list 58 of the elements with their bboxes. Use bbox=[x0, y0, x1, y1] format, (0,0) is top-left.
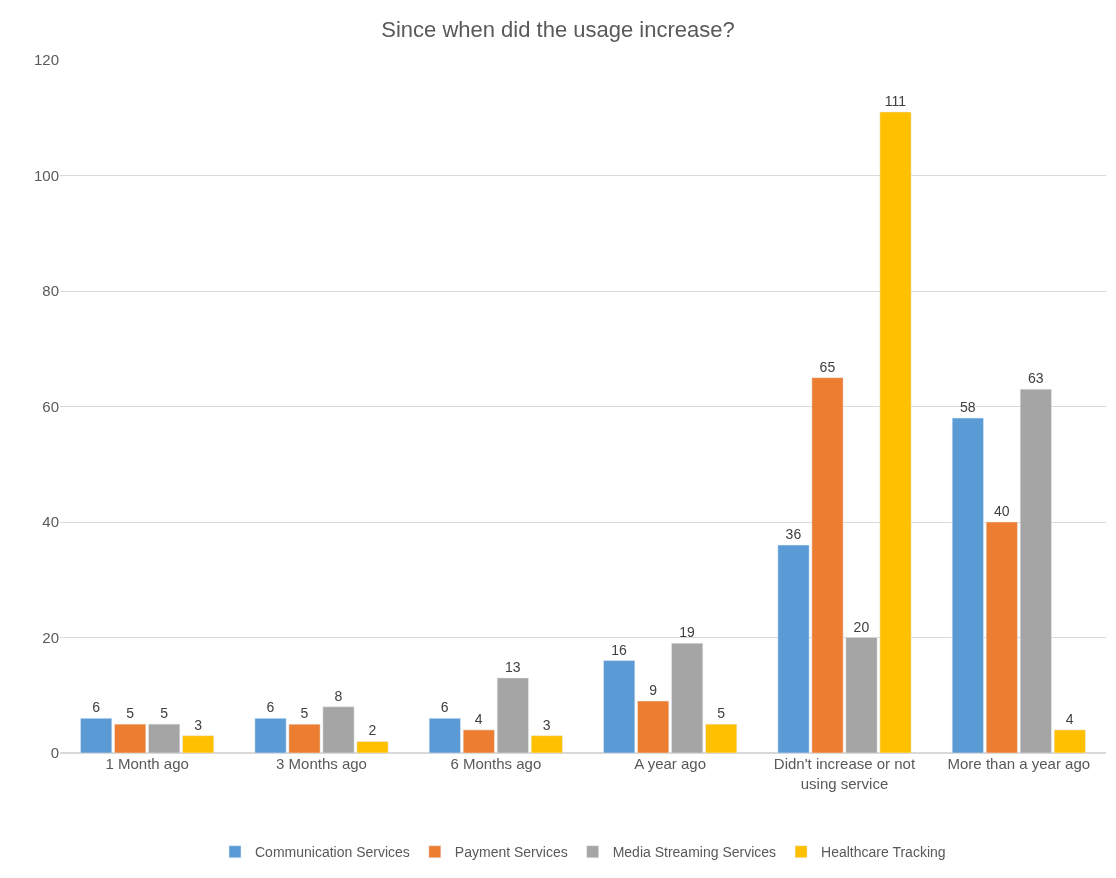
bar bbox=[114, 723, 147, 753]
bar bbox=[80, 718, 113, 753]
legend-label: Media Streaming Services bbox=[612, 844, 777, 861]
y-tick-label: 0 bbox=[50, 744, 59, 762]
bar bbox=[671, 643, 704, 753]
data-label: 111 bbox=[884, 92, 907, 109]
data-label: 5 bbox=[160, 705, 169, 722]
bar bbox=[462, 729, 495, 753]
data-label: 36 bbox=[785, 526, 802, 543]
data-label: 2 bbox=[368, 722, 377, 739]
data-label: 13 bbox=[504, 658, 521, 675]
x-tick-label: Didn't increase or not using service bbox=[773, 755, 916, 792]
legend-label: Healthcare Tracking bbox=[821, 844, 946, 861]
data-label: 6 bbox=[440, 699, 449, 716]
data-label: 20 bbox=[853, 618, 870, 635]
bar bbox=[1019, 388, 1052, 753]
y-tick-label: 100 bbox=[33, 166, 59, 184]
bar bbox=[496, 677, 529, 753]
bar bbox=[530, 735, 563, 753]
bar bbox=[148, 723, 181, 753]
legend-label: Communication Services bbox=[255, 844, 410, 861]
data-label: 3 bbox=[194, 716, 203, 733]
data-label: 58 bbox=[959, 399, 976, 416]
x-tick-label: 6 Months ago bbox=[450, 755, 542, 772]
data-label: 19 bbox=[679, 624, 696, 641]
data-label: 3 bbox=[542, 716, 551, 733]
data-label: 6 bbox=[266, 699, 275, 716]
data-label: 5 bbox=[300, 705, 309, 722]
data-label: 9 bbox=[649, 682, 658, 699]
data-label: 4 bbox=[1065, 710, 1074, 727]
y-tick-label: 120 bbox=[33, 51, 59, 69]
bar bbox=[182, 735, 215, 753]
y-tick-label: 20 bbox=[42, 628, 59, 646]
x-tick-label: 1 Month ago bbox=[105, 755, 189, 772]
data-label: 5 bbox=[126, 705, 135, 722]
bar bbox=[428, 718, 461, 753]
x-tick-label: A year ago bbox=[634, 755, 707, 772]
bar bbox=[705, 723, 738, 753]
data-label: 65 bbox=[819, 358, 836, 375]
y-tick-label: 40 bbox=[42, 513, 59, 531]
bar bbox=[951, 417, 984, 753]
data-label: 40 bbox=[993, 503, 1010, 519]
legend-label: Payment Services bbox=[454, 844, 568, 861]
bar bbox=[1053, 729, 1086, 753]
chart-title: Since when did the usage increase? bbox=[381, 17, 735, 43]
bar bbox=[985, 521, 1018, 753]
data-label: 63 bbox=[1027, 370, 1044, 387]
x-tick-label: More than a year ago bbox=[947, 755, 1091, 772]
data-label: 16 bbox=[611, 641, 628, 658]
data-label: 4 bbox=[474, 710, 483, 727]
data-label: 8 bbox=[334, 687, 343, 704]
x-tick-label: 3 Months ago bbox=[276, 755, 367, 772]
y-tick-label: 80 bbox=[42, 282, 59, 300]
y-tick-label: 60 bbox=[42, 397, 59, 415]
data-label: 6 bbox=[92, 699, 101, 716]
bar bbox=[603, 660, 636, 753]
bar bbox=[637, 700, 670, 753]
data-label: 5 bbox=[717, 705, 726, 722]
